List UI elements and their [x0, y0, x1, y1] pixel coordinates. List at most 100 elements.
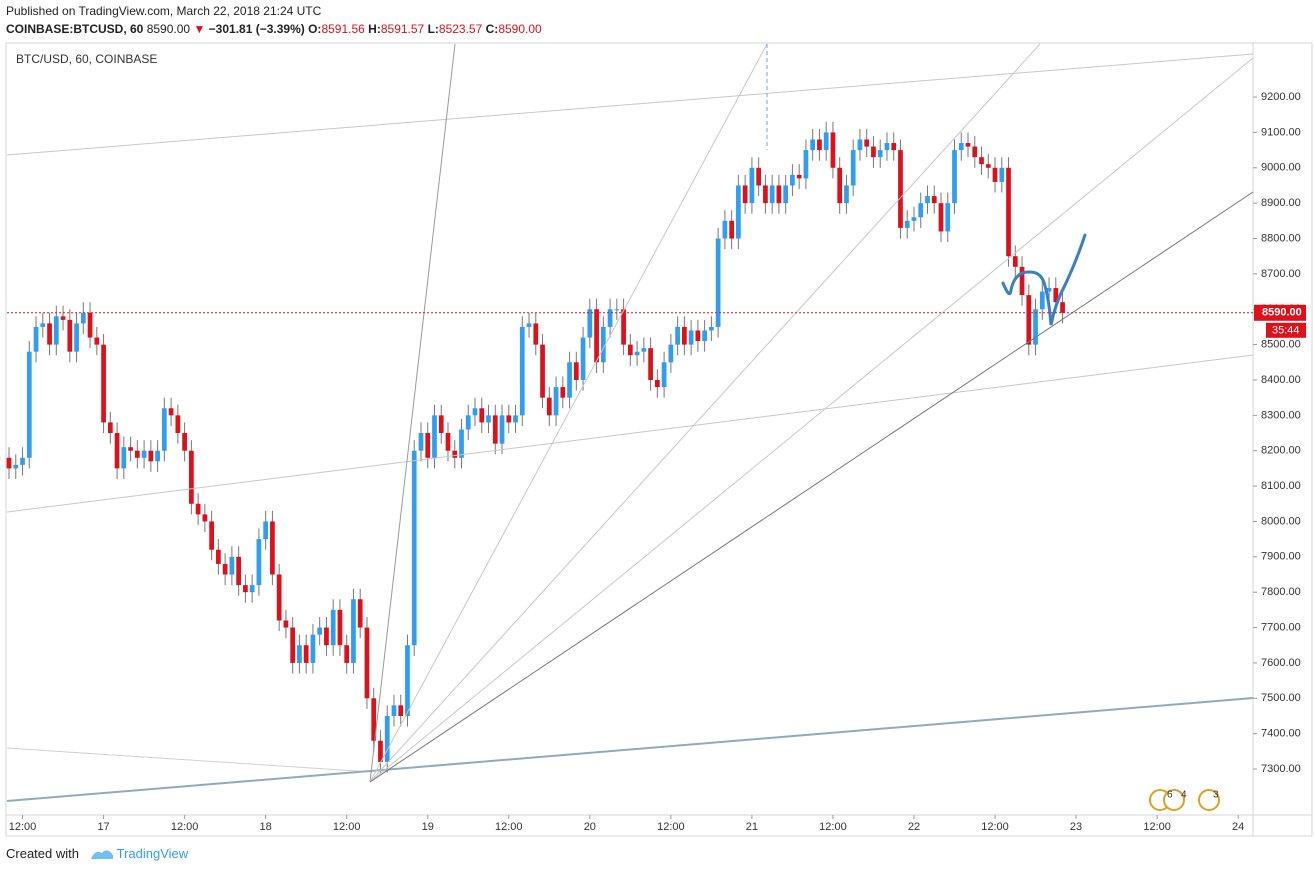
fan-line [369, 43, 768, 783]
x-tick-label: 18 [260, 821, 272, 833]
y-tick-label: 8400.00 [1261, 374, 1301, 386]
candle-body [216, 549, 221, 564]
candle-body [661, 362, 667, 388]
candle-body [189, 450, 194, 504]
candle-body [877, 150, 883, 158]
candle-body [783, 185, 789, 204]
price: 8590.00 [146, 22, 191, 36]
badge-count: 6 [1167, 790, 1173, 801]
x-tick-label: 12:00 [495, 821, 523, 833]
x-tick-label: 12:00 [1143, 821, 1171, 833]
candle-body [1046, 288, 1052, 292]
candle-body [702, 330, 707, 342]
change: −301.81 (−3.39%) [208, 22, 305, 36]
candle-body [965, 143, 971, 147]
candle-body [641, 348, 647, 352]
candle-body [1012, 256, 1018, 267]
candle-body [823, 132, 829, 151]
candle-body [330, 609, 336, 646]
candle-body [817, 139, 822, 151]
candle-body [857, 139, 863, 151]
x-tick-label: 17 [97, 821, 109, 833]
candle-body [972, 146, 978, 158]
candle-body [337, 609, 343, 646]
candle-body [310, 634, 316, 663]
h-value: 8591.57 [380, 22, 425, 36]
candle-body [33, 326, 39, 352]
candle-body [844, 185, 849, 204]
candle-body [931, 196, 937, 204]
candle-body [999, 167, 1005, 182]
y-tick-label: 9000.00 [1261, 162, 1301, 174]
candle-body [53, 316, 59, 345]
candle-body [546, 397, 552, 416]
h-label: H: [368, 22, 381, 36]
candle-body [114, 433, 120, 469]
candle-body [161, 408, 167, 451]
candle-body [486, 415, 491, 423]
candle-body [742, 185, 748, 204]
candle-body [107, 422, 113, 434]
published-line: Published on TradingView.com, March 22, … [6, 4, 321, 18]
candle-body [425, 433, 431, 458]
candle-body [67, 319, 73, 352]
candle-body [357, 599, 363, 628]
candle-body [411, 450, 417, 646]
candle-body [209, 521, 214, 550]
candle-body [573, 362, 579, 380]
trend-line [6, 747, 373, 773]
candle-body [519, 326, 525, 416]
candle-body [101, 344, 106, 423]
x-tick-label: 22 [908, 821, 920, 833]
candle-body [40, 323, 46, 327]
candle-body [796, 174, 802, 179]
hand-drawn-path [1001, 233, 1087, 326]
candle-body [175, 415, 181, 434]
candle-body [513, 415, 518, 423]
y-tick-label: 8900.00 [1261, 197, 1301, 209]
candle-body [918, 203, 924, 218]
candle-body [492, 415, 498, 444]
candle-body [432, 415, 437, 458]
candle-body [6, 457, 12, 469]
candle-body [94, 337, 100, 345]
x-tick-label: 21 [746, 821, 758, 833]
y-tick-label: 8200.00 [1261, 445, 1301, 457]
candle-body [648, 348, 653, 380]
candle-body [891, 143, 897, 151]
candle-body [297, 645, 302, 663]
candle-body [654, 379, 660, 388]
candle-body [1053, 288, 1059, 303]
candle-body [627, 344, 633, 356]
symbol-line: COINBASE:BTCUSD, 60 8590.00 ▼ −301.81 (−… [6, 22, 542, 36]
candle-body [364, 627, 370, 699]
c-value: 8590.00 [498, 22, 542, 36]
candle-body [925, 196, 930, 204]
trend-line [6, 697, 1254, 802]
candle-body [958, 143, 964, 151]
candle-body [276, 574, 282, 621]
candle-body [384, 715, 390, 762]
candle-body [749, 167, 755, 204]
trend-line [6, 354, 1254, 513]
candle-body [1060, 302, 1065, 313]
y-tick-label: 9100.00 [1261, 126, 1301, 138]
candle-body [74, 323, 79, 352]
y-tick-label: 7300.00 [1261, 763, 1301, 775]
x-tick-label: 12:00 [9, 821, 37, 833]
badge [1198, 789, 1220, 811]
candle-body [675, 326, 680, 345]
down-arrow: ▼ [193, 22, 206, 36]
candle-body [560, 387, 566, 398]
badge-count: 3 [1213, 790, 1219, 801]
candle-body [756, 167, 762, 186]
y-tick-label: 7600.00 [1261, 657, 1301, 669]
candle-body [128, 447, 133, 451]
candle-body [324, 627, 329, 646]
tradingview-link[interactable]: TradingView [116, 846, 189, 861]
y-tick-label: 7500.00 [1261, 692, 1301, 704]
symbol: COINBASE:BTCUSD, 60 [6, 22, 144, 36]
y-tick-label: 7900.00 [1261, 551, 1301, 563]
badge-count: 4 [1181, 790, 1187, 801]
candle-body [810, 139, 816, 151]
